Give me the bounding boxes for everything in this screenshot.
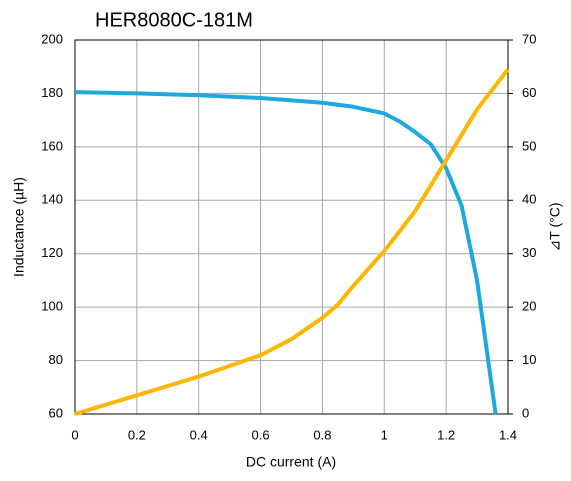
data-line (74, 90, 498, 415)
x-axis-label: DC current (A) (246, 454, 336, 470)
y2-tick-label: 40 (522, 192, 536, 207)
y2-axis-label: ⊿T (°C) (547, 203, 563, 252)
y-tick-label: 60 (49, 405, 63, 420)
chart-title: HER8080C-181M (95, 9, 253, 31)
y-tick-label: 180 (41, 85, 63, 100)
y2-tick-label: 30 (522, 245, 536, 260)
y2-tick-label: 60 (522, 85, 536, 100)
y2-tick-label: 50 (522, 138, 536, 153)
plot-frame (74, 39, 509, 415)
x-tick-label: 1.4 (499, 427, 517, 442)
y2-tick-label: 10 (522, 352, 536, 367)
x-tick-label: 0.8 (313, 427, 331, 442)
x-tick-label: 0.6 (252, 427, 270, 442)
y-axis-label: Inductance (µH) (11, 177, 27, 277)
y-tick-label: 140 (41, 192, 63, 207)
y-tick-label: 200 (41, 31, 63, 46)
x-tick-label: 1.2 (437, 427, 455, 442)
y2-tick-label: 20 (522, 299, 536, 314)
x-tick-label: 1 (381, 427, 388, 442)
data-line (74, 68, 510, 416)
x-tick-label: 0 (71, 427, 78, 442)
x-tick-label: 0.2 (128, 427, 146, 442)
y2-tick-label: 0 (522, 405, 529, 420)
y2-tick-label: 70 (522, 31, 536, 46)
y-tick-label: 120 (41, 245, 63, 260)
y-tick-label: 100 (41, 299, 63, 314)
x-tick-label: 0.4 (190, 427, 208, 442)
y-tick-label: 80 (49, 352, 63, 367)
y-tick-label: 160 (41, 138, 63, 153)
